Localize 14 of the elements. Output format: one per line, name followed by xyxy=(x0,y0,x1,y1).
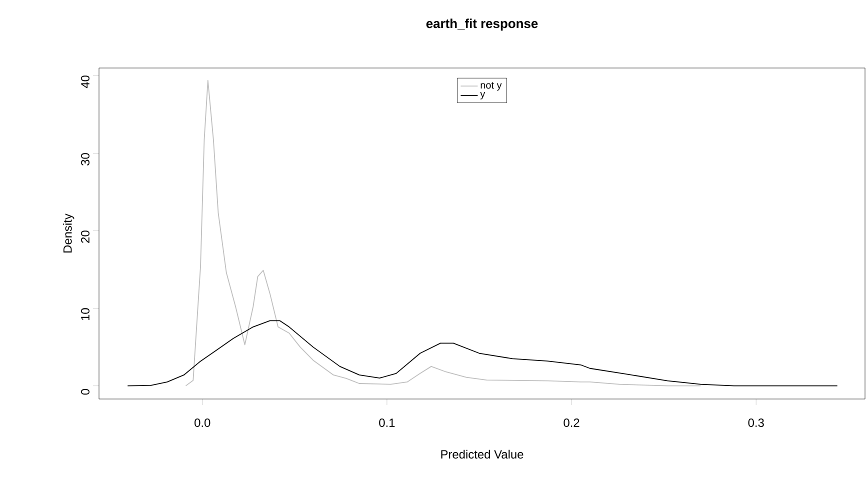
x-tick-label: 0.0 xyxy=(194,418,210,427)
x-tick-label: 0.1 xyxy=(379,418,395,427)
x-tick-label: 0.2 xyxy=(564,418,580,427)
legend-label: not y xyxy=(480,82,502,91)
legend-label: y xyxy=(480,92,486,100)
y-axis-title: Density xyxy=(63,214,74,252)
y-tick-label: 0 xyxy=(81,388,90,395)
chart-title: earth_fit response xyxy=(426,18,538,31)
x-axis-title: Predicted Value xyxy=(441,450,524,459)
y-tick-label: 20 xyxy=(81,230,90,243)
y-tick-label: 30 xyxy=(81,153,90,166)
y-tick-label: 10 xyxy=(81,308,90,320)
x-tick-label: 0.3 xyxy=(748,418,764,427)
y-tick-label: 40 xyxy=(81,76,90,88)
